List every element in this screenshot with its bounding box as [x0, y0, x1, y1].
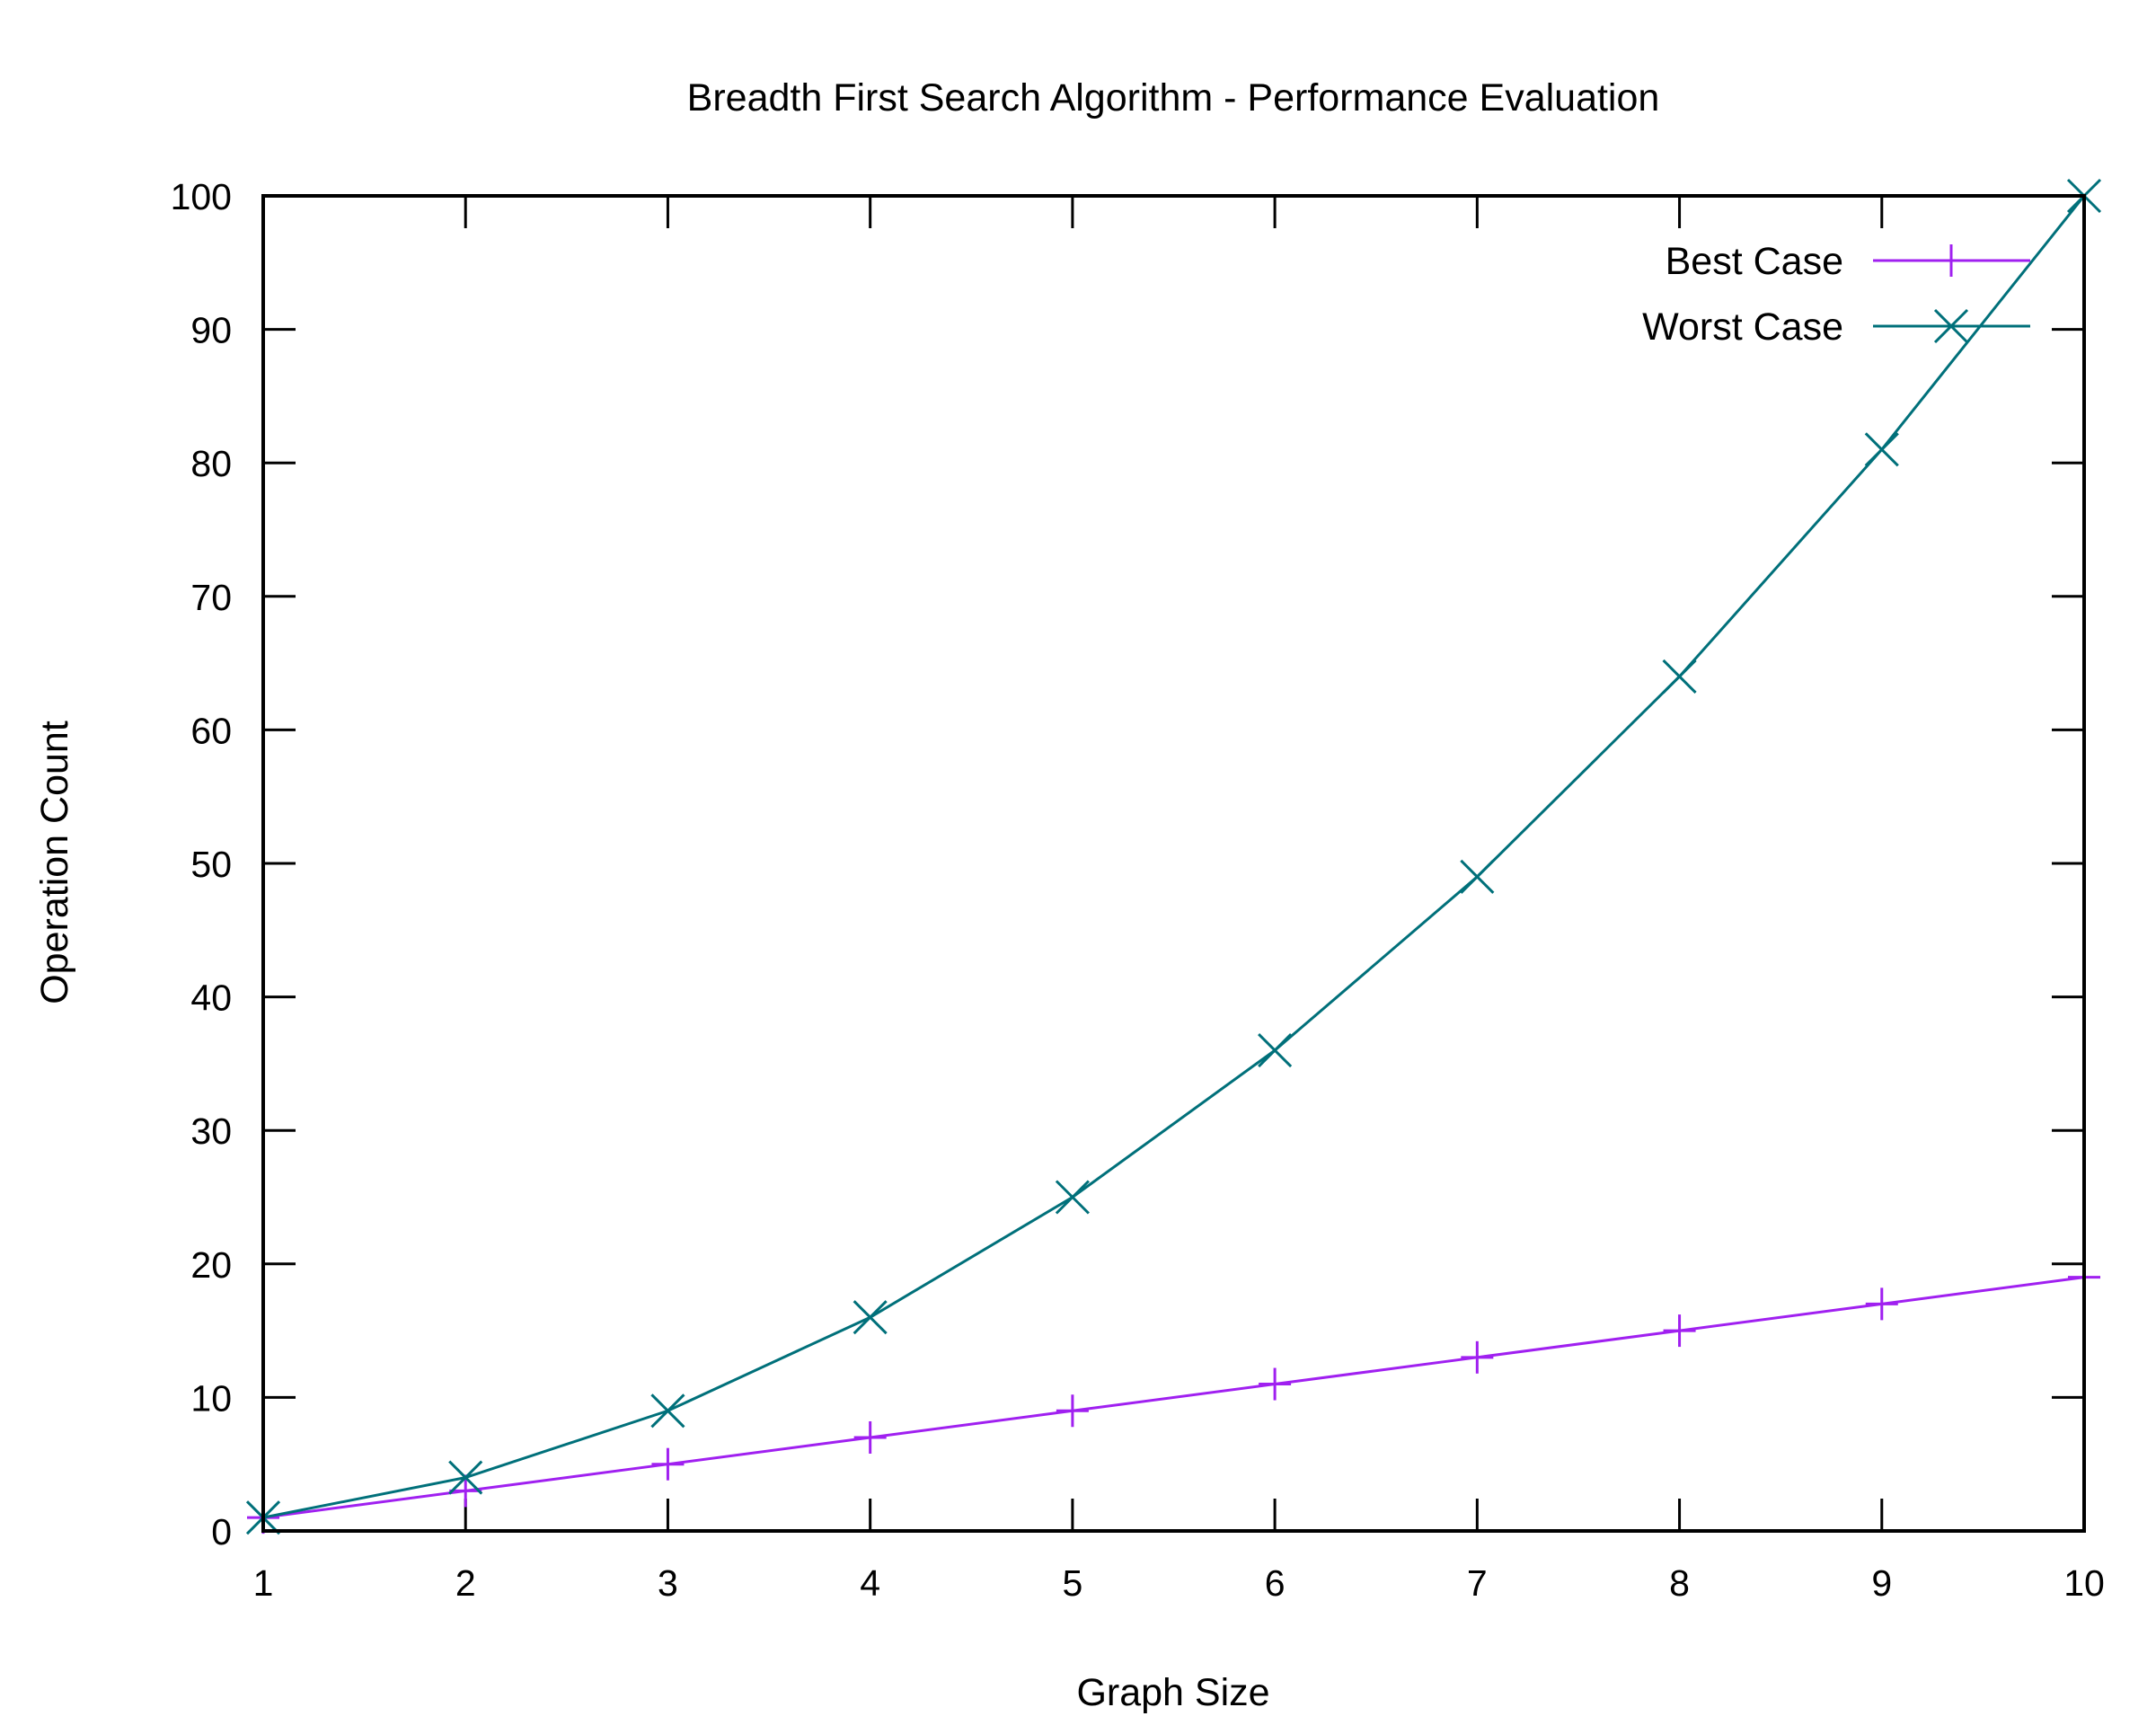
y-axis-label: Operation Count — [33, 721, 76, 1004]
y-tick-label: 100 — [171, 176, 232, 217]
x-tick-label: 8 — [1669, 1562, 1690, 1604]
x-tick-label: 4 — [860, 1562, 880, 1604]
data-point — [1865, 1287, 1898, 1321]
legend-label: Best Case — [1666, 240, 1843, 283]
data-point — [1461, 1340, 1494, 1374]
x-tick-label: 1 — [253, 1562, 274, 1604]
data-point — [651, 1447, 685, 1481]
x-tick-label: 10 — [2063, 1562, 2105, 1604]
x-tick-label: 5 — [1062, 1562, 1082, 1604]
data-point — [1460, 859, 1495, 894]
y-tick-label: 60 — [190, 710, 232, 751]
x-tick-label: 9 — [1871, 1562, 1892, 1604]
series-line — [262, 1276, 2085, 1519]
x-tick-label: 3 — [658, 1562, 678, 1604]
legend-label: Worst Case — [1642, 305, 1843, 349]
data-point — [449, 1474, 482, 1508]
legend-marker — [1933, 308, 1969, 344]
y-tick-label: 50 — [190, 844, 232, 885]
y-tick-label: 0 — [211, 1511, 232, 1552]
y-tick-label: 10 — [190, 1377, 232, 1419]
y-tick-label: 40 — [190, 978, 232, 1019]
legend: Best Case Worst Case — [1642, 240, 2030, 349]
data-point — [1259, 1367, 1292, 1401]
y-tick-label: 30 — [190, 1110, 232, 1152]
series-best-case — [247, 1261, 2100, 1535]
y-tick-label: 90 — [190, 310, 232, 351]
data-point — [1258, 1032, 1293, 1068]
x-tick-label: 7 — [1467, 1562, 1488, 1604]
chart-title: Breadth First Search Algorithm - Perform… — [687, 76, 1660, 119]
x-tick-label: 6 — [1265, 1562, 1286, 1604]
data-point — [1663, 1314, 1696, 1348]
x-axis-label: Graph Size — [1076, 1671, 1269, 1714]
x-tick-label: 2 — [455, 1562, 476, 1604]
plot-frame — [261, 194, 2086, 1533]
series-layer — [245, 178, 2102, 1535]
y-tick-label: 20 — [190, 1244, 232, 1286]
y-tick-label: 70 — [190, 577, 232, 618]
data-point — [1055, 1180, 1090, 1215]
series-line — [262, 195, 2086, 1519]
data-point — [1864, 432, 1899, 467]
data-point — [650, 1393, 685, 1429]
data-point — [448, 1460, 483, 1495]
legend-marker — [1935, 244, 1967, 277]
data-point — [853, 1300, 888, 1335]
data-point — [1056, 1394, 1089, 1428]
data-point — [853, 1420, 887, 1454]
data-point — [1662, 659, 1697, 694]
series-worst-case — [245, 178, 2102, 1535]
y-tick-label: 80 — [190, 443, 232, 484]
